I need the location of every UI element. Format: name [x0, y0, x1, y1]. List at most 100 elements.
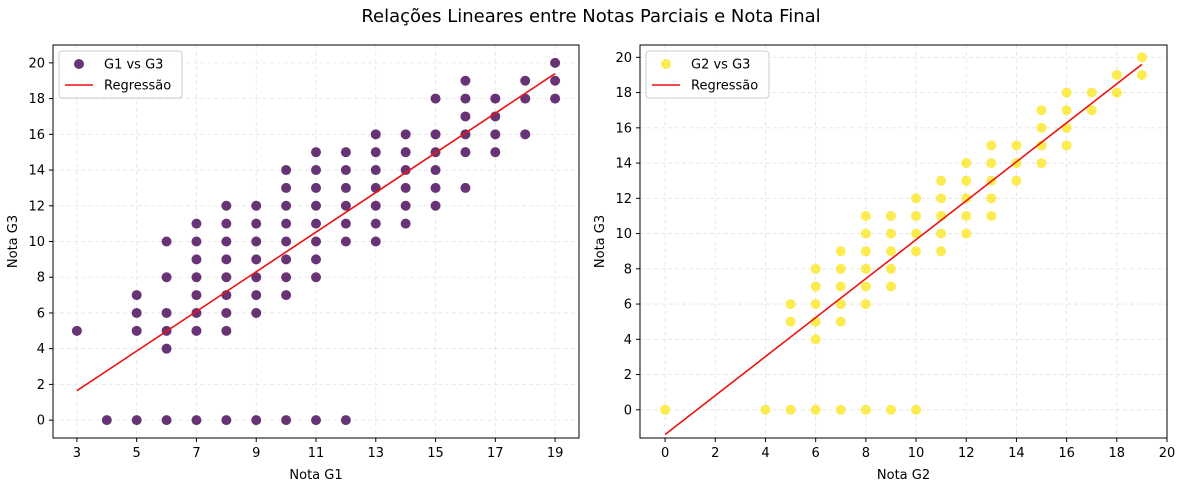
g1-data-point	[131, 415, 142, 426]
g1-data-point	[311, 165, 321, 176]
g1-x-tick-label: 9	[252, 446, 260, 461]
g1-data-point	[400, 129, 411, 140]
g2-data-point	[986, 193, 997, 204]
g1-data-point	[131, 307, 142, 318]
g1-data-point	[400, 200, 411, 211]
g2-data-point	[1086, 87, 1097, 98]
g2-data-point	[760, 404, 771, 415]
g1-data-point	[281, 182, 292, 193]
g2-data-point	[885, 228, 896, 239]
legend-marker	[74, 59, 84, 69]
g1-y-tick-label: 8	[37, 271, 45, 286]
g1-data-point	[430, 200, 441, 211]
g2-data-point	[936, 228, 947, 239]
g1-data-point	[161, 307, 172, 318]
g1-data-point	[430, 93, 441, 104]
g2-data-point	[1136, 52, 1147, 63]
g1-x-axis-label: Nota G1	[289, 468, 342, 483]
g2-y-tick-label: 10	[615, 227, 632, 242]
g1-data-point	[191, 290, 202, 301]
g1-data-point	[161, 415, 172, 426]
g2-data-point	[785, 299, 796, 310]
g1-data-point	[490, 93, 501, 104]
g2-x-tick-label: 0	[661, 446, 669, 461]
g1-data-point	[311, 236, 321, 247]
g2-data-point	[1136, 69, 1147, 80]
g2-x-tick-label: 16	[1058, 446, 1075, 461]
g2-data-point	[1061, 122, 1072, 133]
g1-x-tick-label: 13	[367, 446, 384, 461]
g1-data-point	[251, 236, 262, 247]
g1-data-point	[251, 290, 262, 301]
g1-x-tick-label: 17	[487, 446, 504, 461]
g1-data-point	[311, 200, 321, 211]
g2-x-tick-label: 2	[711, 446, 719, 461]
g1-data-point	[370, 200, 381, 211]
g2-data-point	[1011, 140, 1022, 151]
g1-data-point	[221, 307, 232, 318]
g2-data-point	[810, 334, 821, 345]
g1-x-tick-label: 3	[73, 446, 81, 461]
g2-data-point	[986, 158, 997, 169]
g2-data-point	[911, 210, 922, 221]
g2-x-tick-label: 8	[862, 446, 870, 461]
g1-data-point	[460, 93, 471, 104]
g1-data-point	[550, 57, 561, 68]
g1-data-point	[340, 415, 351, 426]
g2-data-point	[785, 404, 796, 415]
g2-data-point	[1011, 175, 1022, 186]
g1-data-point	[370, 147, 381, 158]
g2-data-point	[885, 281, 896, 292]
g1-data-point	[221, 415, 232, 426]
g1-y-tick-label: 12	[28, 199, 45, 214]
g1-data-point	[221, 325, 232, 336]
g2-data-point	[961, 175, 972, 186]
g1-data-point	[340, 147, 351, 158]
g2-y-tick-label: 14	[615, 157, 632, 172]
g2-x-axis-label: Nota G2	[877, 468, 930, 483]
g2-data-point	[660, 404, 671, 415]
g1-data-point	[311, 182, 321, 193]
g2-data-point	[1086, 105, 1097, 116]
g1-data-point	[400, 182, 411, 193]
g2-data-point	[810, 299, 821, 310]
g1-data-point	[311, 415, 321, 426]
g2-axes-frame	[639, 44, 1168, 439]
g1-data-point	[281, 200, 292, 211]
g1-data-point	[221, 272, 232, 283]
g1-data-point	[460, 75, 471, 86]
g1-data-point	[221, 236, 232, 247]
g1-data-point	[550, 75, 561, 86]
g1-data-point	[71, 325, 82, 336]
g2-y-tick-label: 16	[615, 121, 632, 136]
g1-data-point	[281, 165, 292, 176]
g2-y-tick-label: 2	[624, 368, 632, 383]
g2-data-point	[810, 263, 821, 274]
g1-data-point	[221, 218, 232, 229]
g2-x-tick-label: 18	[1109, 446, 1126, 461]
g1-regression-line	[76, 72, 556, 392]
g2-data-point	[1061, 140, 1072, 151]
g1-data-point	[251, 415, 262, 426]
chart-panel-g2: 0 2 4 6 8 10 12 14 16 18 20 0 2 4 6 8 10 12 14 16 18 20 Nota G…	[593, 44, 1175, 483]
g2-data-point	[1111, 87, 1122, 98]
g1-data-point	[251, 200, 262, 211]
g2-x-tick-label: 6	[812, 446, 820, 461]
g1-data-point	[370, 218, 381, 229]
g1-data-point	[370, 165, 381, 176]
g1-data-point	[281, 218, 292, 229]
g2-data-point	[785, 316, 796, 327]
g1-data-point	[161, 272, 172, 283]
g1-data-point	[460, 111, 471, 122]
g1-y-tick-label: 4	[37, 342, 45, 357]
legend-box	[645, 50, 770, 99]
g2-legend: G2 vs G3 Regressão	[645, 50, 770, 99]
g2-data-point	[936, 193, 947, 204]
g2-data-point	[961, 228, 972, 239]
g1-data-point	[101, 415, 112, 426]
g1-y-tick-label: 16	[28, 128, 45, 143]
g1-data-point	[311, 254, 321, 265]
g1-data-point	[340, 182, 351, 193]
g2-x-tick-label: 4	[761, 446, 769, 461]
g1-data-point	[370, 182, 381, 193]
